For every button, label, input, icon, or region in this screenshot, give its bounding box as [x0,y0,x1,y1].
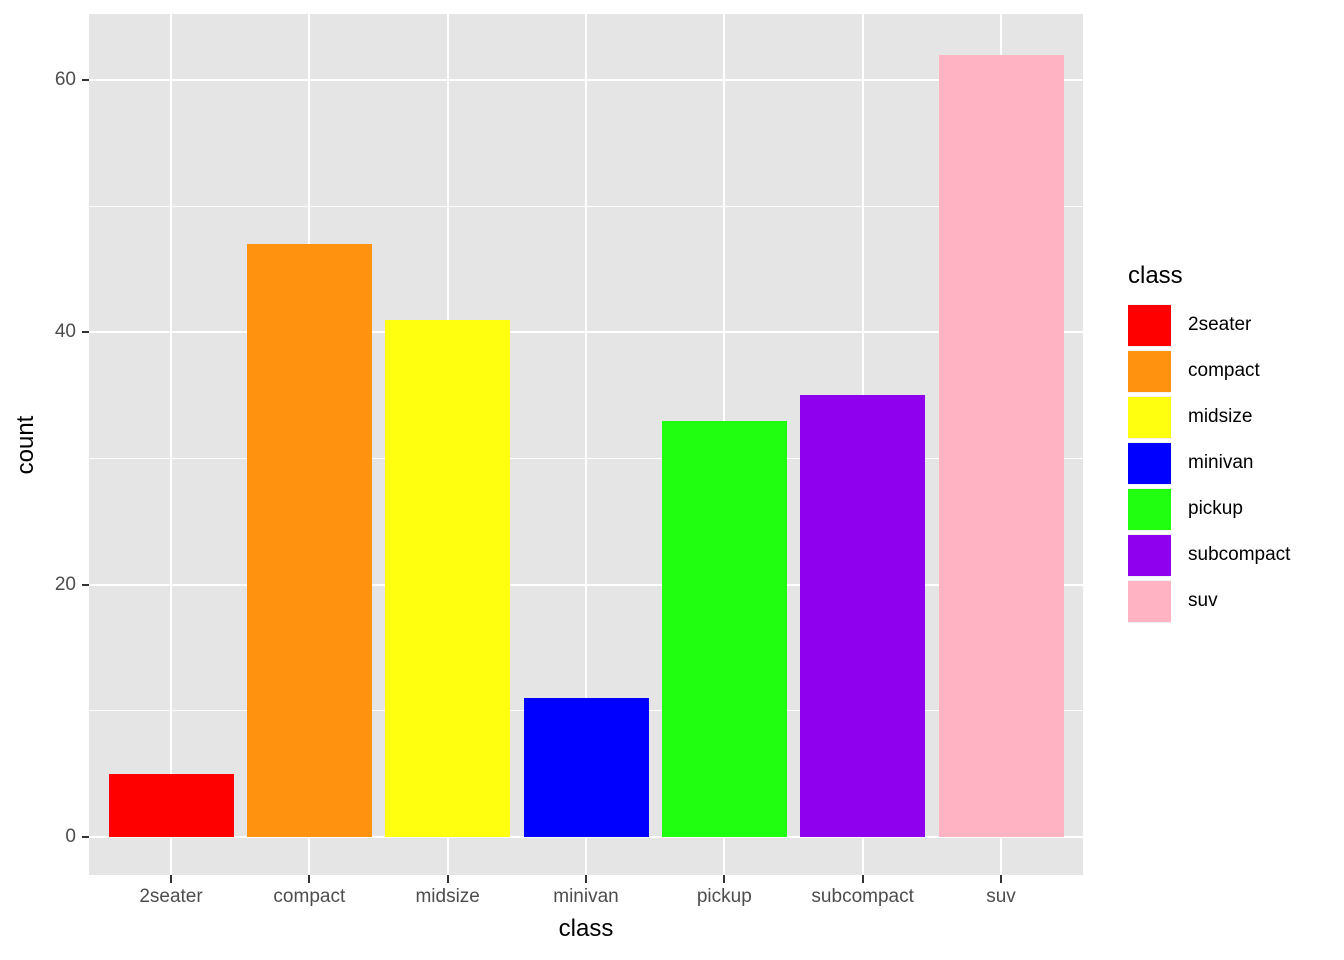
legend-key [1128,579,1171,623]
major-gridline [170,14,172,875]
legend-item-compact: compact [1128,348,1290,394]
legend-label: 2seater [1188,314,1252,335]
x-tick [1000,875,1002,883]
bar-minivan [523,698,649,837]
x-axis-title: class [558,915,614,942]
legend-item-suv: suv [1128,578,1290,624]
plot-panel [89,14,1083,875]
legend-label: suv [1188,590,1218,611]
legend-swatch [1128,580,1171,622]
legend-label: compact [1188,360,1260,381]
y-tick [82,836,89,838]
legend-swatch [1128,304,1171,346]
legend-label: midsize [1188,406,1253,427]
y-tick-label: 20 [54,573,76,595]
legend-swatch [1128,350,1171,392]
bar-compact [246,244,372,837]
x-tick [585,875,587,883]
legend-item-subcompact: subcompact [1128,532,1290,578]
x-tick-label: compact [273,886,346,907]
legend-key [1128,487,1171,531]
x-tick-label: midsize [415,886,480,907]
legend-item-minivan: minivan [1128,440,1290,486]
legend-label: minivan [1188,452,1254,473]
legend-swatch [1128,534,1171,576]
x-tick [308,875,311,883]
bar-pickup [661,420,787,837]
x-tick-label: suv [986,886,1016,907]
y-tick [82,583,89,586]
x-tick-label: minivan [553,886,619,907]
x-tick [723,875,726,883]
legend-items: 2seater compact midsize minivan pickup subcom… [1128,302,1290,624]
x-tick [446,875,449,883]
legend-item-pickup: pickup [1128,486,1290,532]
y-tick-label: 0 [65,826,76,847]
legend-swatch [1128,442,1171,484]
legend-key [1128,303,1171,347]
legend-label: subcompact [1188,544,1291,565]
y-tick-label: 40 [54,321,76,343]
legend-key [1128,441,1171,485]
legend-item-midsize: midsize [1128,394,1290,440]
legend-swatch [1128,488,1171,530]
y-tick-label: 60 [54,69,76,90]
legend-label: pickup [1188,498,1243,519]
y-tick [82,79,89,81]
legend-item-2seater: 2seater [1128,302,1290,348]
x-tick-label: pickup [696,886,752,907]
x-tick [170,875,172,883]
legend-title: class [1128,262,1183,289]
bar-suv [938,54,1064,837]
bar-2seater [108,773,234,837]
legend-key [1128,349,1171,393]
bar-midsize [385,319,511,837]
legend-key [1128,533,1171,577]
x-tick-label: 2seater [139,886,203,907]
legend-key [1128,395,1171,439]
major-gridline [585,14,587,875]
x-tick [861,875,864,883]
x-tick-label: subcompact [811,886,914,907]
bar-subcompact [800,395,926,837]
y-tick [82,331,89,334]
legend-swatch [1128,396,1171,438]
legend: class 2seater compact midsize minivan pickup… [1128,262,1290,624]
y-axis-title: count [12,415,39,475]
